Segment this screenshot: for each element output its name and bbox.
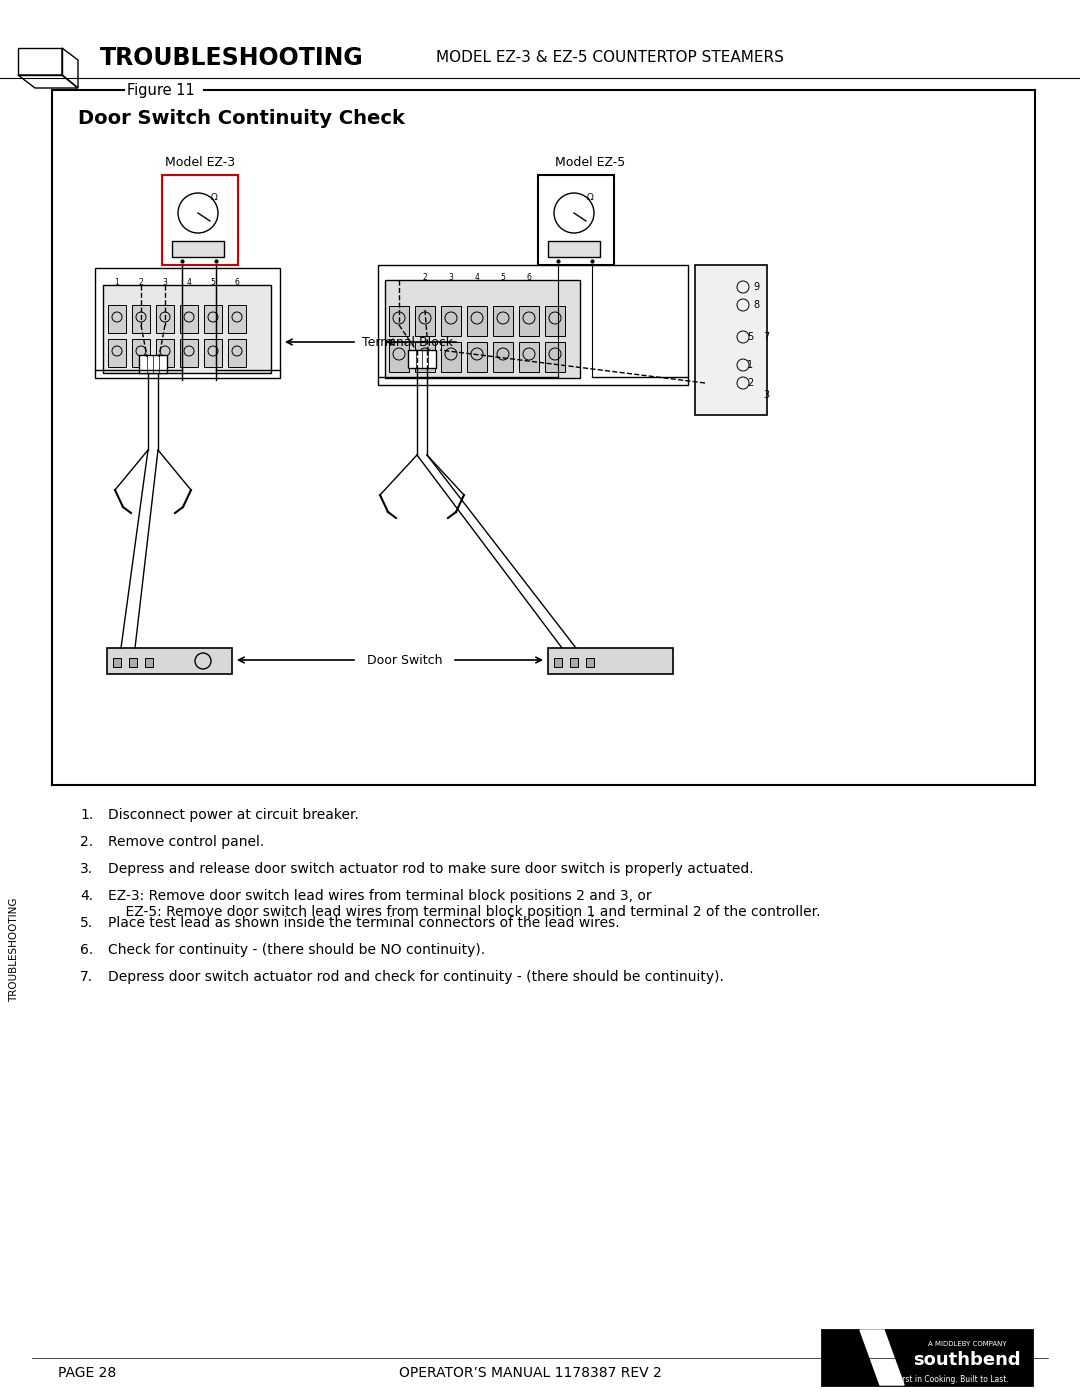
Text: First in Cooking. Built to Last.: First in Cooking. Built to Last. [895, 1376, 1009, 1384]
Bar [408, 351, 436, 367]
Bar [467, 306, 487, 337]
Text: 1: 1 [747, 360, 753, 370]
Bar [132, 339, 150, 367]
Bar [548, 242, 600, 257]
Text: 1.: 1. [80, 807, 93, 821]
Text: 2: 2 [746, 379, 753, 388]
Bar [415, 306, 435, 337]
Bar [156, 305, 174, 332]
Text: 4.: 4. [80, 888, 93, 902]
Text: 7.: 7. [80, 970, 93, 983]
Bar [441, 342, 461, 372]
Text: EZ-3: Remove door switch lead wires from terminal block positions 2 and 3, or: EZ-3: Remove door switch lead wires from… [108, 888, 651, 902]
Bar [180, 305, 198, 332]
Bar [389, 342, 409, 372]
Bar [129, 658, 137, 666]
Text: 5: 5 [500, 272, 505, 282]
Text: 9: 9 [753, 282, 759, 292]
Text: 6: 6 [527, 272, 531, 282]
Bar [204, 305, 222, 332]
Bar [180, 339, 198, 367]
Bar [108, 305, 126, 332]
Bar [696, 265, 767, 415]
Bar [108, 339, 126, 367]
Text: 3: 3 [448, 272, 454, 282]
Text: EZ-5: Remove door switch lead wires from terminal block position 1 and terminal : EZ-5: Remove door switch lead wires from… [108, 905, 821, 919]
Text: Ω: Ω [211, 193, 217, 201]
Text: Ω: Ω [586, 193, 593, 201]
Bar [389, 306, 409, 337]
Text: TROUBLESHOOTING: TROUBLESHOOTING [9, 898, 19, 1002]
Bar [103, 285, 271, 373]
Bar [228, 305, 246, 332]
Bar [548, 648, 673, 673]
Text: Terminal Block: Terminal Block [363, 335, 454, 348]
Bar [570, 658, 578, 666]
Text: Figure 11: Figure 11 [127, 82, 194, 98]
Bar [554, 658, 562, 666]
Bar [492, 306, 513, 337]
Text: A MIDDLEBY COMPANY: A MIDDLEBY COMPANY [928, 1341, 1007, 1347]
Text: 7: 7 [762, 332, 769, 342]
Text: OPERATOR’S MANUAL 1178387 REV 2: OPERATOR’S MANUAL 1178387 REV 2 [399, 1366, 661, 1380]
Bar [822, 1330, 1032, 1384]
Text: Door Switch: Door Switch [367, 654, 443, 666]
Bar [162, 175, 238, 265]
Text: 5: 5 [211, 278, 215, 286]
Bar [139, 355, 167, 373]
Text: southbend: southbend [914, 1351, 1021, 1369]
Bar [415, 342, 435, 372]
Text: 6: 6 [234, 278, 240, 286]
Polygon shape [860, 1330, 904, 1384]
Bar [384, 279, 580, 379]
Text: 5.: 5. [80, 916, 93, 930]
Text: 3: 3 [163, 278, 167, 286]
Bar [204, 339, 222, 367]
Text: MODEL EZ-3 & EZ-5 COUNTERTOP STEAMERS: MODEL EZ-3 & EZ-5 COUNTERTOP STEAMERS [436, 50, 784, 66]
Text: 1: 1 [114, 278, 120, 286]
Text: Door Switch Continuity Check: Door Switch Continuity Check [78, 109, 405, 127]
Text: Disconnect power at circuit breaker.: Disconnect power at circuit breaker. [108, 807, 359, 821]
Bar [228, 339, 246, 367]
Text: Remove control panel.: Remove control panel. [108, 835, 265, 849]
Bar [441, 306, 461, 337]
Bar [538, 175, 615, 265]
Text: 4: 4 [474, 272, 480, 282]
Bar [95, 268, 280, 379]
Text: 8: 8 [753, 300, 759, 310]
Text: 2: 2 [422, 272, 428, 282]
Bar [519, 306, 539, 337]
Text: 4: 4 [187, 278, 191, 286]
Bar [545, 342, 565, 372]
Text: 6.: 6. [80, 943, 93, 957]
Bar [378, 265, 688, 386]
Bar [519, 342, 539, 372]
Text: Place test lead as shown inside the terminal connectors of the lead wires.: Place test lead as shown inside the term… [108, 916, 620, 930]
Text: 3: 3 [762, 390, 769, 400]
Text: Depress and release door switch actuator rod to make sure door switch is properl: Depress and release door switch actuator… [108, 862, 754, 876]
Bar [145, 658, 153, 666]
Text: Model EZ-5: Model EZ-5 [555, 155, 625, 169]
Text: 2.: 2. [80, 835, 93, 849]
Bar [156, 339, 174, 367]
Bar [545, 306, 565, 337]
Bar [492, 342, 513, 372]
Text: 5: 5 [746, 332, 753, 342]
Text: PAGE 28: PAGE 28 [58, 1366, 117, 1380]
Text: TROUBLESHOOTING: TROUBLESHOOTING [100, 46, 364, 70]
Bar [132, 305, 150, 332]
Bar [586, 658, 594, 666]
Bar [467, 342, 487, 372]
Text: 3.: 3. [80, 862, 93, 876]
Bar [107, 648, 232, 673]
Bar [113, 658, 121, 666]
Text: Model EZ-3: Model EZ-3 [165, 155, 235, 169]
Text: Check for continuity - (there should be NO continuity).: Check for continuity - (there should be … [108, 943, 485, 957]
Text: Depress door switch actuator rod and check for continuity - (there should be con: Depress door switch actuator rod and che… [108, 970, 724, 983]
Text: 2: 2 [138, 278, 144, 286]
Bar [172, 242, 224, 257]
